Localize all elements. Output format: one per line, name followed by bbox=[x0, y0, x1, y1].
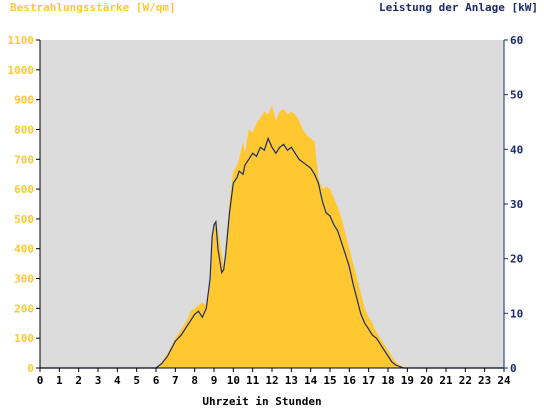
right-tick-label: 50 bbox=[510, 89, 523, 102]
x-tick-label: 9 bbox=[211, 374, 218, 387]
left-tick-label: 1100 bbox=[8, 34, 35, 47]
power-line bbox=[40, 136, 504, 369]
left-tick-label: 400 bbox=[14, 243, 34, 256]
left-tick-label: 600 bbox=[14, 183, 34, 196]
x-tick-label: 17 bbox=[362, 374, 375, 387]
right-tick-label: 10 bbox=[510, 307, 523, 320]
axis-ticks: 0 1 2 3 4 5 6 7 8 9 10 11 12 13 14 15 16 17 18 19 20 21 22 23 24… bbox=[8, 34, 524, 387]
left-tick-label: 100 bbox=[14, 332, 34, 345]
left-tick-label: 200 bbox=[14, 302, 34, 315]
x-tick-label: 2 bbox=[75, 374, 82, 387]
right-axis-title: Leistung der Anlage [kW] bbox=[379, 1, 538, 14]
right-tick-label: 40 bbox=[510, 143, 523, 156]
irradiance-area bbox=[40, 105, 504, 368]
left-tick-label: 1000 bbox=[8, 64, 35, 77]
x-tick-label: 11 bbox=[246, 374, 260, 387]
x-axis-title: Uhrzeit in Stunden bbox=[202, 395, 322, 408]
x-tick-label: 19 bbox=[401, 374, 414, 387]
right-tick-label: 60 bbox=[510, 34, 523, 47]
left-tick-label: 0 bbox=[27, 362, 34, 375]
left-axis-title: Bestrahlungsstärke [W/qm] bbox=[10, 1, 176, 14]
x-tick-label: 1 bbox=[56, 374, 63, 387]
right-tick-label: 20 bbox=[510, 253, 523, 266]
x-tick-label: 10 bbox=[227, 374, 240, 387]
x-tick-label: 5 bbox=[133, 374, 140, 387]
x-tick-label: 4 bbox=[114, 374, 121, 387]
x-tick-label: 23 bbox=[478, 374, 491, 387]
x-tick-label: 12 bbox=[265, 374, 278, 387]
right-tick-label: 0 bbox=[510, 362, 517, 375]
x-tick-label: 13 bbox=[285, 374, 298, 387]
x-tick-label: 6 bbox=[153, 374, 160, 387]
x-tick-label: 7 bbox=[172, 374, 179, 387]
left-tick-label: 800 bbox=[14, 123, 34, 136]
left-tick-label: 500 bbox=[14, 213, 34, 226]
x-tick-label: 24 bbox=[497, 374, 511, 387]
x-tick-label: 18 bbox=[381, 374, 394, 387]
x-tick-label: 21 bbox=[439, 374, 453, 387]
x-tick-label: 14 bbox=[304, 374, 318, 387]
x-tick-label: 3 bbox=[95, 374, 102, 387]
x-tick-label: 15 bbox=[323, 374, 336, 387]
left-tick-label: 900 bbox=[14, 94, 34, 107]
x-tick-label: 22 bbox=[459, 374, 472, 387]
left-tick-label: 700 bbox=[14, 153, 34, 166]
x-tick-label: 8 bbox=[191, 374, 198, 387]
x-tick-label: 0 bbox=[37, 374, 44, 387]
x-tick-label: 20 bbox=[420, 374, 433, 387]
x-tick-label: 16 bbox=[343, 374, 357, 387]
right-tick-label: 30 bbox=[510, 198, 523, 211]
left-tick-label: 300 bbox=[14, 273, 34, 286]
